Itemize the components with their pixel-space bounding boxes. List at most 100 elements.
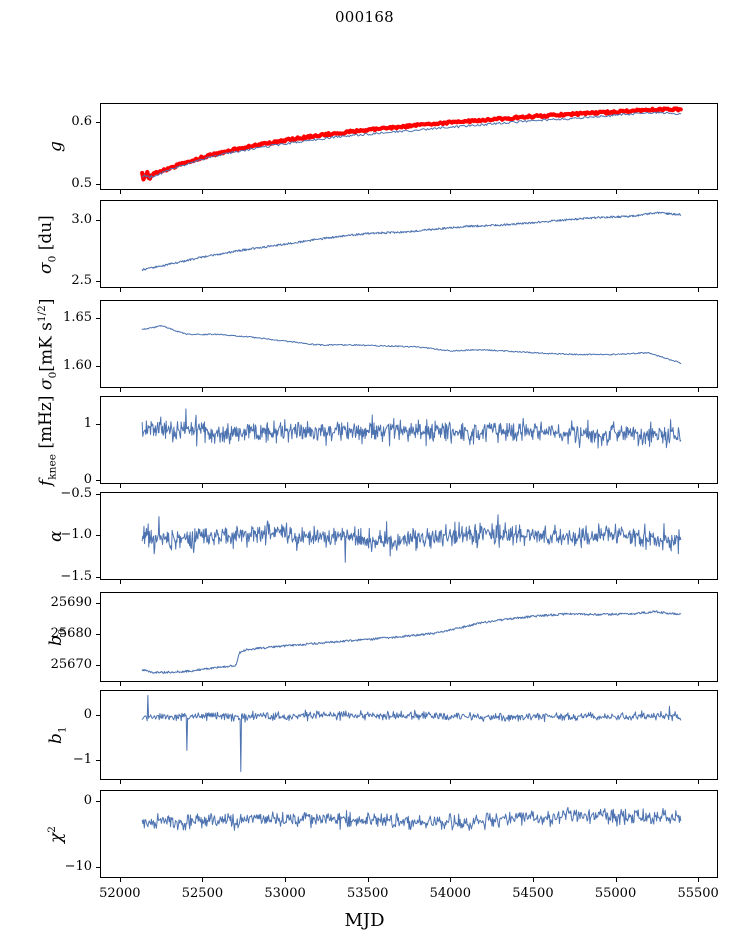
x-axis-label: MJD [344, 910, 385, 931]
x-tick-mark [119, 682, 121, 686]
y-tick-mark-b1 [96, 759, 100, 761]
x-tick-mark [202, 388, 204, 392]
plot-canvas-fknee [141, 408, 682, 449]
x-tick-mark [532, 388, 534, 392]
plot-canvas-sigma0-mk [141, 324, 682, 364]
x-tick-label: 54500 [512, 886, 554, 901]
x-tick-mark [698, 484, 700, 488]
x-tick-mark [119, 484, 121, 488]
x-tick-mark [285, 878, 287, 882]
y-tick-mark-alpha [96, 576, 100, 578]
x-tick-mark [698, 682, 700, 686]
x-tick-mark [532, 580, 534, 584]
x-tick-mark [450, 288, 452, 292]
data-series-alpha [141, 514, 682, 563]
x-tick-mark [119, 580, 121, 584]
y-axis-label-g: g [46, 141, 66, 152]
x-tick-mark [532, 190, 534, 194]
x-tick-mark [285, 780, 287, 784]
x-tick-mark [119, 190, 121, 194]
x-tick-mark [285, 580, 287, 584]
x-tick-mark [532, 780, 534, 784]
x-tick-mark [367, 190, 369, 194]
y-tick-label-chi2: −10 [64, 859, 92, 875]
y-tick-mark-fknee [96, 423, 100, 425]
x-tick-mark [615, 484, 617, 488]
y-tick-mark-b1 [96, 714, 100, 716]
x-tick-mark [450, 388, 452, 392]
x-tick-mark [450, 682, 452, 686]
x-tick-mark [285, 484, 287, 488]
plot-panel-sigma0-mk [100, 300, 718, 388]
y-tick-label-b0: 25690 [50, 594, 92, 610]
x-tick-mark [698, 878, 700, 882]
data-series-sigma0-du [141, 211, 682, 272]
x-tick-mark [367, 288, 369, 292]
data-series-b1 [141, 694, 682, 773]
plot-canvas-chi2 [141, 806, 682, 831]
y-tick-mark-sigma0-du [96, 220, 100, 222]
x-tick-mark [450, 780, 452, 784]
x-tick-mark [698, 388, 700, 392]
y-axis-label-fknee: fknee [mHz] [36, 394, 59, 486]
x-tick-mark [119, 780, 121, 784]
x-tick-mark [450, 580, 452, 584]
y-tick-mark-alpha [96, 493, 100, 495]
x-tick-mark [202, 288, 204, 292]
x-tick-mark [615, 878, 617, 882]
y-tick-label-sigma0-mk: 1.60 [63, 358, 92, 374]
y-axis-label-chi2: χ2 [46, 825, 67, 843]
x-tick-mark [615, 580, 617, 584]
plot-canvas-alpha [141, 514, 682, 563]
y-axis-label-sigma0-du: σ0 [du] [36, 214, 59, 274]
x-tick-mark [202, 190, 204, 194]
plot-panel-sigma0-du [100, 200, 718, 288]
data-series-g-blue [141, 111, 682, 179]
data-series-fknee [141, 408, 682, 449]
plot-panel-g [100, 103, 718, 190]
y-tick-mark-sigma0-mk [96, 317, 100, 319]
y-tick-label-fknee: 1 [83, 415, 92, 431]
y-tick-mark-alpha [96, 535, 100, 537]
x-tick-mark [532, 878, 534, 882]
x-tick-mark [119, 288, 121, 292]
plot-canvas-sigma0-du [141, 211, 682, 272]
x-tick-mark [202, 484, 204, 488]
x-tick-mark [615, 780, 617, 784]
x-tick-label: 52500 [181, 886, 224, 901]
y-tick-label-b0: 25680 [50, 625, 92, 641]
x-tick-mark [285, 190, 287, 194]
data-series-sigma0-mk [141, 324, 682, 364]
x-tick-mark [367, 388, 369, 392]
y-tick-label-alpha: −1.5 [60, 568, 92, 584]
x-tick-label: 53500 [347, 886, 389, 901]
data-series-g-red [140, 106, 683, 182]
y-tick-mark-fknee [96, 480, 100, 482]
x-tick-mark [202, 682, 204, 686]
plot-panel-chi2 [100, 790, 718, 878]
x-tick-mark [532, 288, 534, 292]
x-tick-mark [285, 388, 287, 392]
data-series-chi2 [141, 806, 682, 831]
x-tick-label: 55500 [677, 886, 719, 901]
x-tick-mark [202, 780, 204, 784]
y-tick-label-b1: −1 [72, 751, 92, 767]
y-tick-mark-b0 [96, 602, 100, 604]
plot-panel-alpha [100, 492, 718, 580]
x-tick-mark [698, 288, 700, 292]
x-tick-mark [532, 682, 534, 686]
x-tick-mark [450, 190, 452, 194]
x-tick-mark [615, 388, 617, 392]
y-tick-mark-b0 [96, 664, 100, 666]
x-tick-mark [202, 580, 204, 584]
y-axis-label-b0: b0 [46, 628, 69, 646]
plot-canvas-g [140, 106, 683, 182]
y-tick-mark-g [96, 184, 100, 186]
x-tick-mark [450, 484, 452, 488]
x-tick-label: 54000 [429, 886, 471, 901]
x-tick-mark [698, 780, 700, 784]
x-tick-mark [367, 878, 369, 882]
y-tick-label-b0: 25670 [50, 656, 92, 672]
data-series-b0 [141, 610, 682, 674]
y-tick-label-alpha: −0.5 [60, 485, 92, 501]
